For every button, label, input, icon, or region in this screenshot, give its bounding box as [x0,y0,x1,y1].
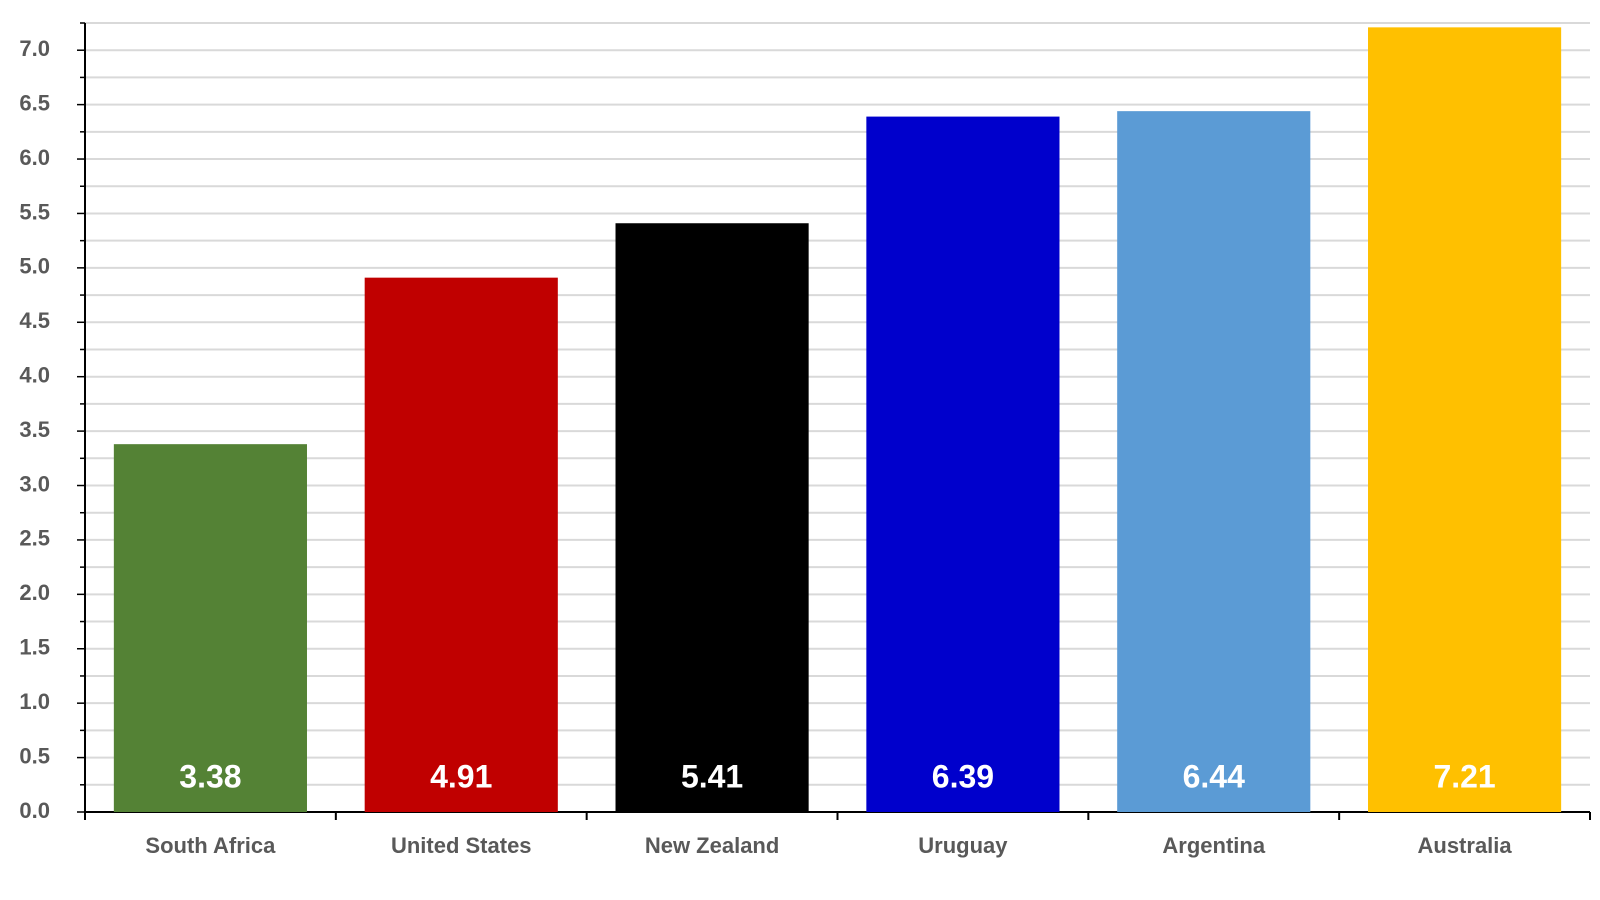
x-tick-label: United States [391,833,532,858]
x-tick-label: Argentina [1162,833,1265,858]
y-tick-label: 1.5 [19,635,50,660]
data-label: 4.91 [430,758,492,794]
y-tick-label: 5.5 [19,199,50,224]
y-tick-label: 2.5 [19,526,50,551]
bar [615,223,809,813]
x-tick-label: New Zealand [645,833,779,858]
bar [1117,111,1311,813]
data-label: 3.38 [179,758,241,794]
y-tick-label: 0.0 [19,798,50,823]
data-label: 6.39 [932,758,994,794]
x-tick-label: Australia [1418,833,1513,858]
y-tick-label: 5.0 [19,254,50,279]
y-tick-label: 6.0 [19,145,50,170]
y-tick-label: 6.5 [19,90,50,115]
x-tick-label: South Africa [145,833,276,858]
x-tick-label: Uruguay [918,833,1008,858]
bar [364,277,558,812]
y-tick-label: 2.0 [19,580,50,605]
y-tick-label: 3.5 [19,417,50,442]
y-tick-label: 4.0 [19,363,50,388]
y-tick-label: 4.5 [19,308,50,333]
bar [866,116,1060,812]
y-tick-label: 1.0 [19,689,50,714]
y-tick-label: 7.0 [19,36,50,61]
y-tick-label: 3.0 [19,471,50,496]
data-label: 5.41 [681,758,743,794]
bar [1368,27,1562,813]
bar [113,444,307,812]
data-label: 6.44 [1183,758,1245,794]
data-label: 7.21 [1433,758,1495,794]
y-tick-label: 0.5 [19,743,50,768]
